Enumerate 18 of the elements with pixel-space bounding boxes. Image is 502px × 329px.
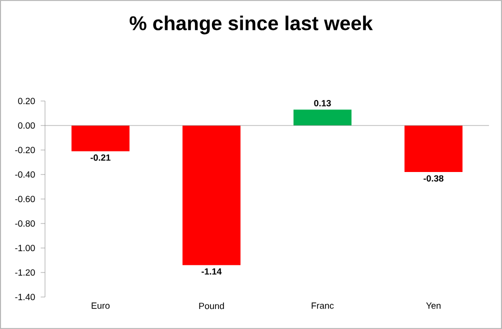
x-tick-label: Yen [426, 302, 440, 309]
x-tick-label: Franc [312, 302, 334, 309]
y-tick-label: -0.80 [15, 220, 35, 227]
data-label: -0.21 [90, 154, 110, 161]
y-tick-label: -1.00 [15, 244, 35, 252]
y-tick-label: -1.20 [15, 269, 35, 276]
y-tick-label: 0.20 [18, 98, 35, 104]
y-tick-label: -1.40 [15, 294, 35, 300]
x-tick-label: Pound [199, 302, 224, 310]
y-tick-label: 0.00 [18, 122, 35, 129]
data-label: 0.13 [314, 100, 331, 106]
chart-title: % change since last week [130, 16, 373, 34]
data-label: -1.14 [202, 268, 222, 275]
y-tick-label: -0.60 [15, 196, 35, 202]
data-label: -0.38 [424, 175, 444, 182]
x-tick-label: Euro [92, 302, 110, 309]
y-tick-label: -0.20 [15, 146, 35, 154]
y-tick-label: -0.40 [15, 171, 35, 178]
